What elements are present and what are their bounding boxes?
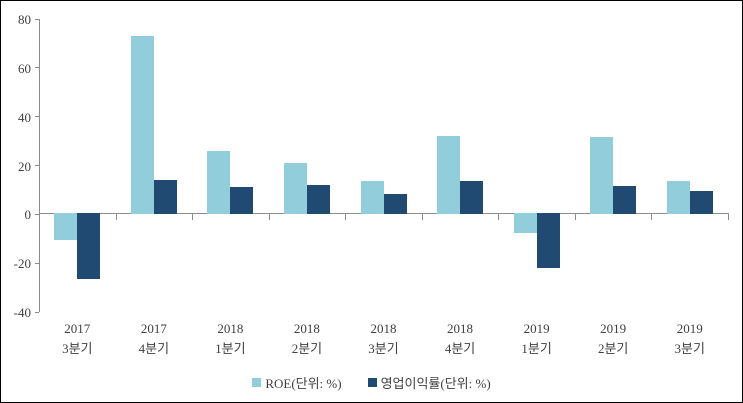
x-axis-tick xyxy=(498,213,500,221)
bar-operating-margin xyxy=(306,185,330,215)
bar-roe xyxy=(666,181,690,215)
bar-operating-margin xyxy=(153,180,177,215)
x-tick-label: 2018 1분기 xyxy=(192,319,269,359)
x-tick-label-quarter: 4분기 xyxy=(138,341,170,356)
legend-label-operating-margin: 영업이익률(단위: %) xyxy=(380,376,491,391)
bar-operating-margin xyxy=(77,213,101,280)
y-tick-label: 80 xyxy=(18,12,31,27)
x-tick-label: 2019 3분기 xyxy=(651,319,728,359)
y-axis-tick xyxy=(35,311,39,313)
y-axis-tick xyxy=(35,18,39,20)
x-tick-label: 2018 3분기 xyxy=(345,319,422,359)
x-tick-label: 2018 2분기 xyxy=(269,319,346,359)
y-axis-tick xyxy=(35,116,39,118)
y-axis-line xyxy=(39,19,40,312)
x-tick-label-quarter: 2분기 xyxy=(597,341,629,356)
bar-roe xyxy=(283,163,307,215)
x-axis-tick xyxy=(115,213,117,221)
x-tick-label: 2019 1분기 xyxy=(498,319,575,359)
legend-item-operating-margin: 영업이익률(단위: %) xyxy=(367,373,491,392)
bar-roe xyxy=(130,36,154,215)
x-tick-label: 2017 4분기 xyxy=(116,319,193,359)
legend-label-roe: ROE(단위: %) xyxy=(265,376,342,391)
x-tick-label: 2019 2분기 xyxy=(575,319,652,359)
x-tick-label-year: 2017 xyxy=(140,321,167,336)
x-axis-tick xyxy=(268,213,270,221)
legend-swatch-operating-margin xyxy=(367,378,377,387)
y-tick-label: 40 xyxy=(18,109,31,125)
x-tick-label: 2017 3분기 xyxy=(39,319,116,359)
bar-operating-margin xyxy=(383,193,407,215)
x-tick-label-year: 2019 xyxy=(600,321,627,336)
x-axis-tick xyxy=(39,213,40,221)
legend-swatch-roe xyxy=(252,378,262,387)
bar-operating-margin xyxy=(613,186,637,215)
x-tick-label-year: 2017 xyxy=(64,321,91,336)
x-tick-label-quarter: 3분기 xyxy=(674,341,705,356)
x-tick-label: 2018 4분기 xyxy=(422,319,499,359)
bar-roe xyxy=(590,137,614,215)
x-axis-tick xyxy=(574,213,576,221)
y-axis-tick xyxy=(35,67,39,69)
x-tick-label-year: 2019 xyxy=(676,321,703,336)
bar-operating-margin xyxy=(689,191,713,215)
y-tick-label: 20 xyxy=(18,158,31,174)
x-tick-label-quarter: 3분기 xyxy=(368,341,399,356)
bar-roe xyxy=(360,181,384,215)
legend: ROE(단위: %) 영업이익률(단위: %) xyxy=(1,373,742,392)
bar-roe xyxy=(54,213,78,241)
x-axis-tick xyxy=(651,213,653,221)
bar-roe xyxy=(207,150,231,215)
x-axis-tick xyxy=(345,213,347,221)
x-tick-label-quarter: 4분기 xyxy=(444,341,476,356)
x-tick-label-quarter: 3분기 xyxy=(62,341,93,356)
legend-item-roe: ROE(단위: %) xyxy=(252,373,342,392)
x-axis-tick xyxy=(192,213,194,221)
x-tick-label-year: 2018 xyxy=(217,321,244,336)
x-tick-label-year: 2018 xyxy=(447,321,474,336)
x-tick-label-quarter: 1분기 xyxy=(215,341,246,356)
bar-roe xyxy=(437,136,461,215)
y-axis-tick xyxy=(35,262,39,264)
bar-roe xyxy=(513,213,537,233)
x-tick-label-year: 2018 xyxy=(370,321,397,336)
y-tick-label: 0 xyxy=(24,207,32,223)
y-tick-label: -20 xyxy=(13,256,31,272)
bar-operating-margin xyxy=(460,181,484,215)
x-tick-label-year: 2019 xyxy=(523,321,550,336)
x-tick-label-quarter: 2분기 xyxy=(291,341,323,356)
x-tick-label-quarter: 1분기 xyxy=(521,341,552,356)
y-tick-label: 60 xyxy=(18,60,31,76)
bar-operating-margin xyxy=(230,187,254,215)
y-tick-label: -40 xyxy=(13,305,31,320)
y-axis-tick xyxy=(35,165,39,166)
x-axis-tick xyxy=(728,213,729,221)
y-axis-tick xyxy=(35,213,39,215)
x-axis-tick xyxy=(421,213,423,221)
bar-operating-margin xyxy=(536,213,560,269)
plot-area: 80 60 40 20 0 -20 -40 2017 3분기 2017 4분기 2018 1분기 2018… xyxy=(14,13,729,356)
x-tick-label-year: 2018 xyxy=(293,321,320,336)
